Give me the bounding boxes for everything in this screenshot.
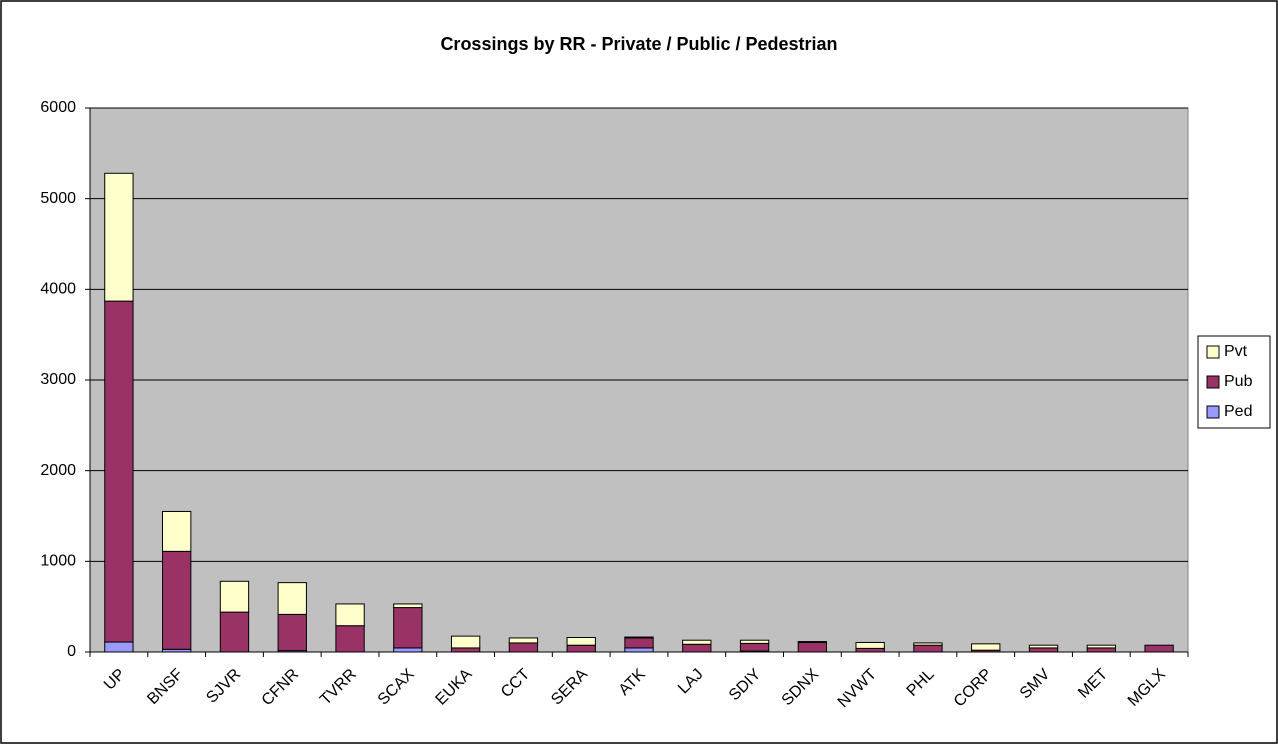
bar-segment [624, 636, 654, 639]
bar-segment [566, 636, 596, 646]
legend-swatch [1206, 345, 1220, 359]
legend-label: Pvt [1224, 343, 1248, 360]
bar-segment [219, 611, 250, 653]
legend-swatch [1206, 405, 1220, 419]
legend-label: Pub [1224, 373, 1253, 390]
bar-segment [739, 642, 770, 652]
bar-segment [624, 647, 654, 653]
bar-segment [1028, 644, 1059, 649]
y-tick-label: 4000 [40, 281, 76, 298]
bar-segment [855, 641, 885, 649]
bar-segment [162, 510, 192, 552]
bar-segment [508, 642, 539, 653]
bar-segment [913, 644, 943, 653]
bar-segment [335, 603, 365, 627]
bar-segment [277, 582, 307, 615]
bar-segment [913, 642, 943, 646]
bar-segment [104, 172, 134, 302]
bar-segment [393, 607, 423, 649]
y-tick-label: 0 [67, 643, 76, 660]
legend-label: Ped [1224, 403, 1252, 420]
bar-segment [1086, 644, 1116, 649]
bar-segment [450, 647, 481, 653]
bar-segment [335, 625, 365, 653]
bar-segment [1144, 644, 1174, 653]
bar-segment [797, 641, 828, 643]
y-tick-label: 2000 [40, 462, 76, 479]
bar-segment [797, 641, 828, 653]
legend-swatch [1206, 375, 1220, 389]
bar-segment [508, 637, 539, 644]
bar-segment [104, 300, 134, 643]
bar-segment [450, 635, 481, 649]
y-tick-label: 5000 [40, 190, 76, 207]
bar-segment [855, 647, 885, 653]
bar-segment [566, 644, 596, 653]
bar-segment [104, 641, 134, 653]
bar-segment [682, 643, 712, 653]
y-tick-label: 6000 [40, 99, 76, 116]
bar-segment [624, 637, 654, 649]
bar-segment [219, 580, 250, 613]
bar-segment [971, 643, 1001, 651]
chart-title: Crossings by RR - Private / Public / Ped… [440, 34, 837, 54]
bar-segment [682, 639, 712, 645]
y-tick-label: 3000 [40, 371, 76, 388]
bar-segment [162, 550, 192, 650]
bar-segment [277, 613, 307, 652]
bar-segment [393, 603, 423, 609]
bar-segment [1086, 647, 1116, 653]
bar-segment [1028, 647, 1059, 653]
bar-segment [739, 639, 770, 644]
bar-segment [393, 647, 423, 653]
y-tick-label: 1000 [40, 553, 76, 570]
